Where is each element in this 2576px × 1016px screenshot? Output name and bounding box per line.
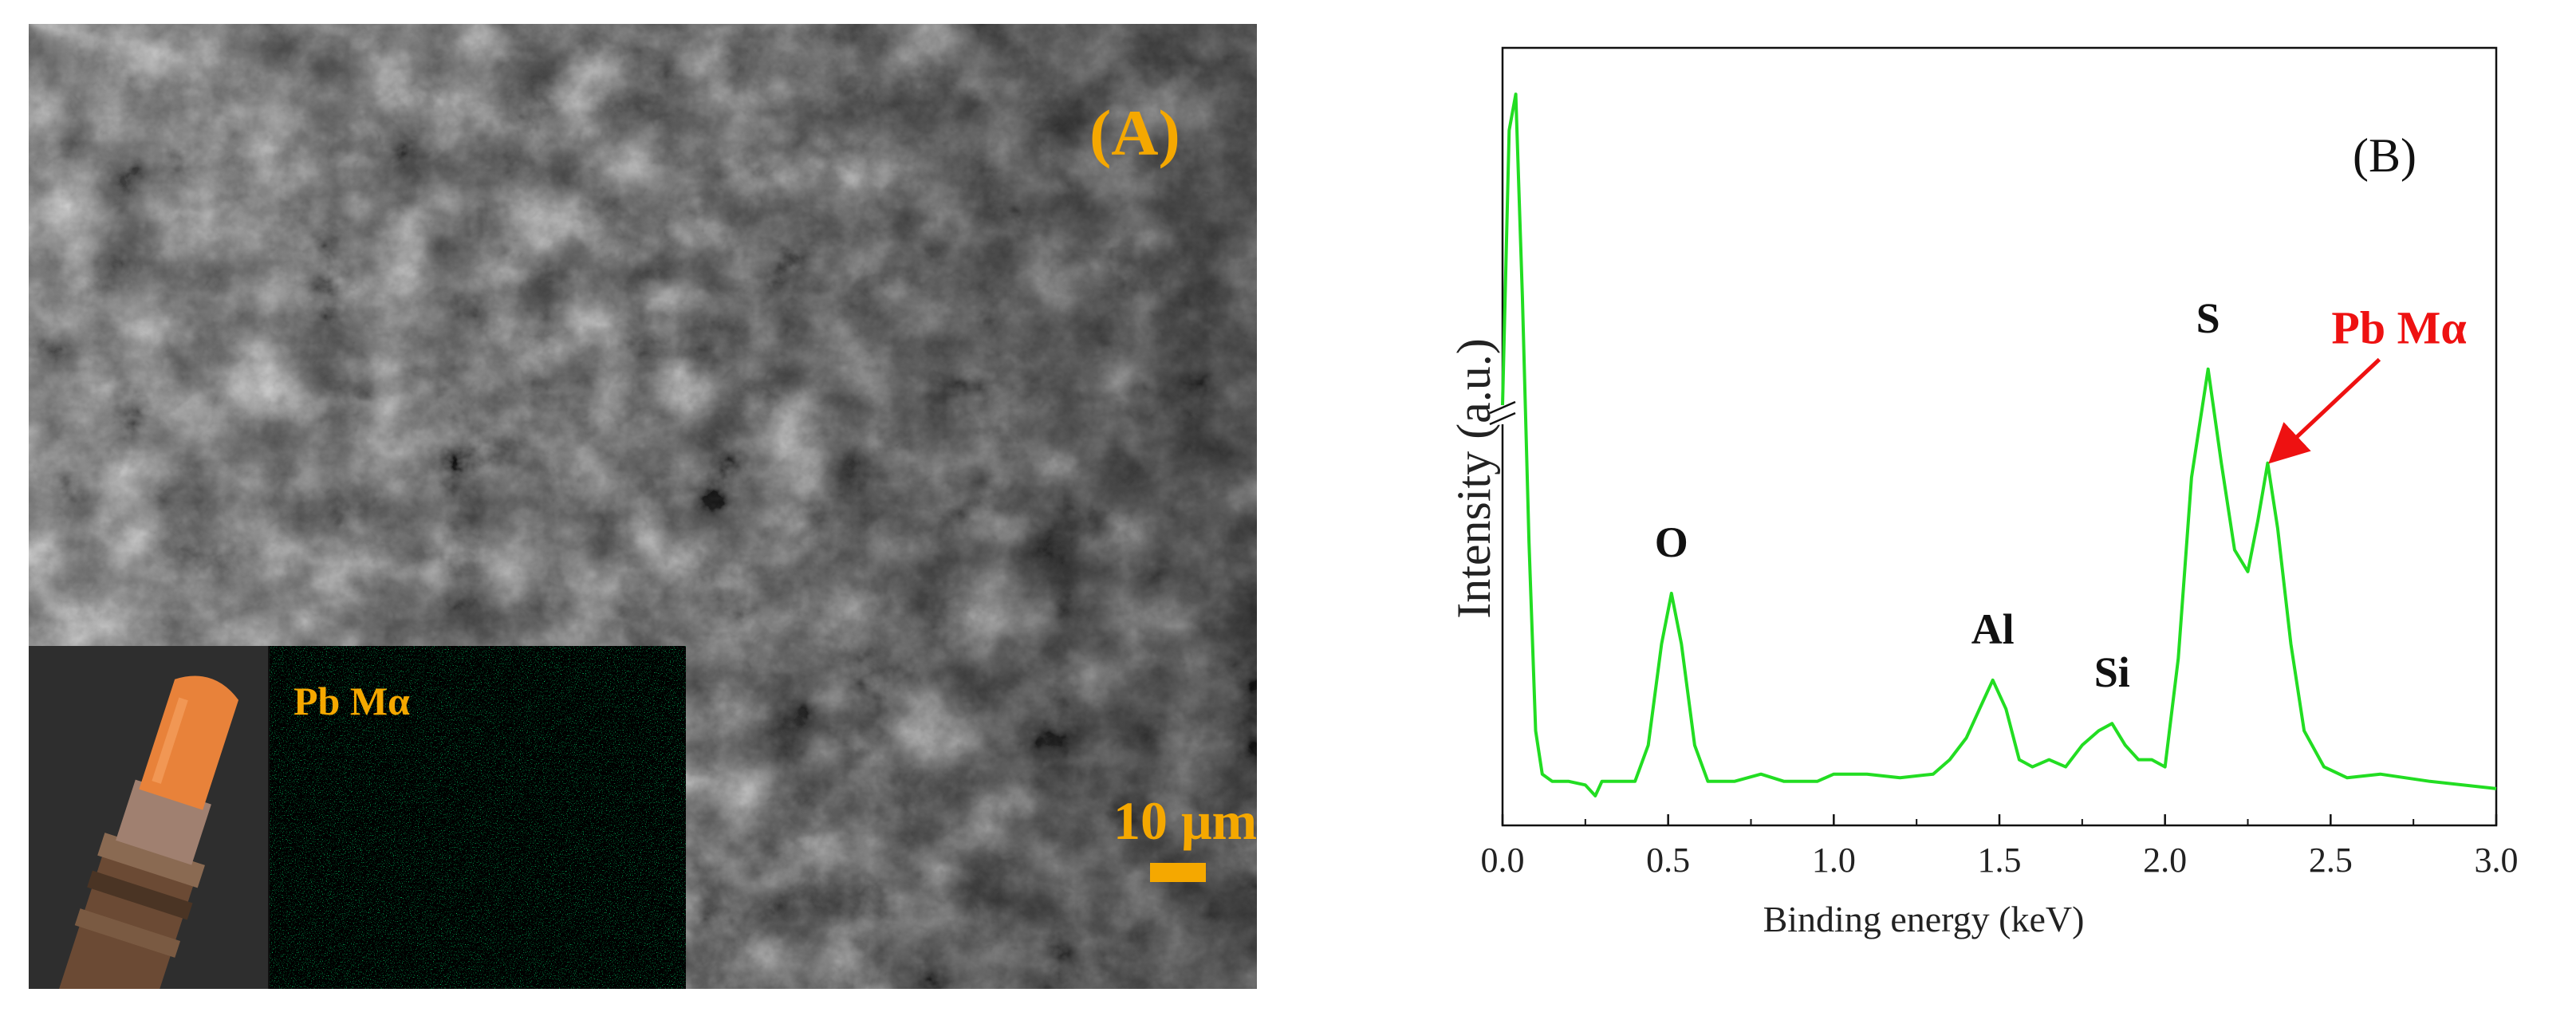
axis-break-mark [1489, 412, 1516, 426]
panel-b-label: (B) [2353, 129, 2416, 182]
pb-peak-label: Pb Mα [2331, 302, 2466, 354]
spectrum-line [1501, 93, 2497, 797]
sem-micrograph-panel: (A) Pb Mα [29, 24, 1257, 989]
pb-map-label: Pb Mα [293, 679, 410, 723]
x-tick-label: 3.0 [2475, 841, 2519, 880]
pb-map-dots [270, 646, 686, 989]
scale-bar [1150, 863, 1206, 882]
x-tick-label: 1.0 [1812, 841, 1856, 880]
peak-label-al: Al [1971, 605, 2015, 653]
eds-spectrum-panel: 0.0 0.5 1.0 1.5 2.0 2.5 3.0 O Al Si S Pb Mα (B) Bi… [1276, 0, 2576, 1012]
peak-label-o: O [1655, 518, 1688, 566]
oxygen-sensor-photo [29, 646, 268, 989]
x-tick-label: 1.5 [1978, 841, 2022, 880]
x-tick-label: 0.0 [1481, 841, 1525, 880]
peak-label-si: Si [2094, 648, 2130, 696]
axis-break-mark [1489, 400, 1516, 415]
panel-a-label: (A) [1089, 96, 1180, 169]
pb-elemental-map-inset: Pb Mα [270, 646, 686, 989]
sensor-photo-inset [29, 646, 270, 989]
x-axis-label: Binding energy (keV) [1763, 899, 2085, 939]
x-tick-label: 0.5 [1646, 841, 1690, 880]
scale-bar-label: 10 μm [1113, 790, 1257, 851]
y-axis-label: Intensity (a.u.) [1448, 338, 1500, 619]
peak-label-s: S [2196, 294, 2220, 342]
sem-texture [29, 24, 1257, 989]
eds-spectrum-chart: 0.0 0.5 1.0 1.5 2.0 2.5 3.0 O Al Si S Pb Mα (B) Bi… [1448, 46, 2519, 939]
x-tick-label: 2.0 [2143, 841, 2187, 880]
pb-peak-arrow [2268, 357, 2381, 464]
x-tick-label: 2.5 [2309, 841, 2353, 880]
